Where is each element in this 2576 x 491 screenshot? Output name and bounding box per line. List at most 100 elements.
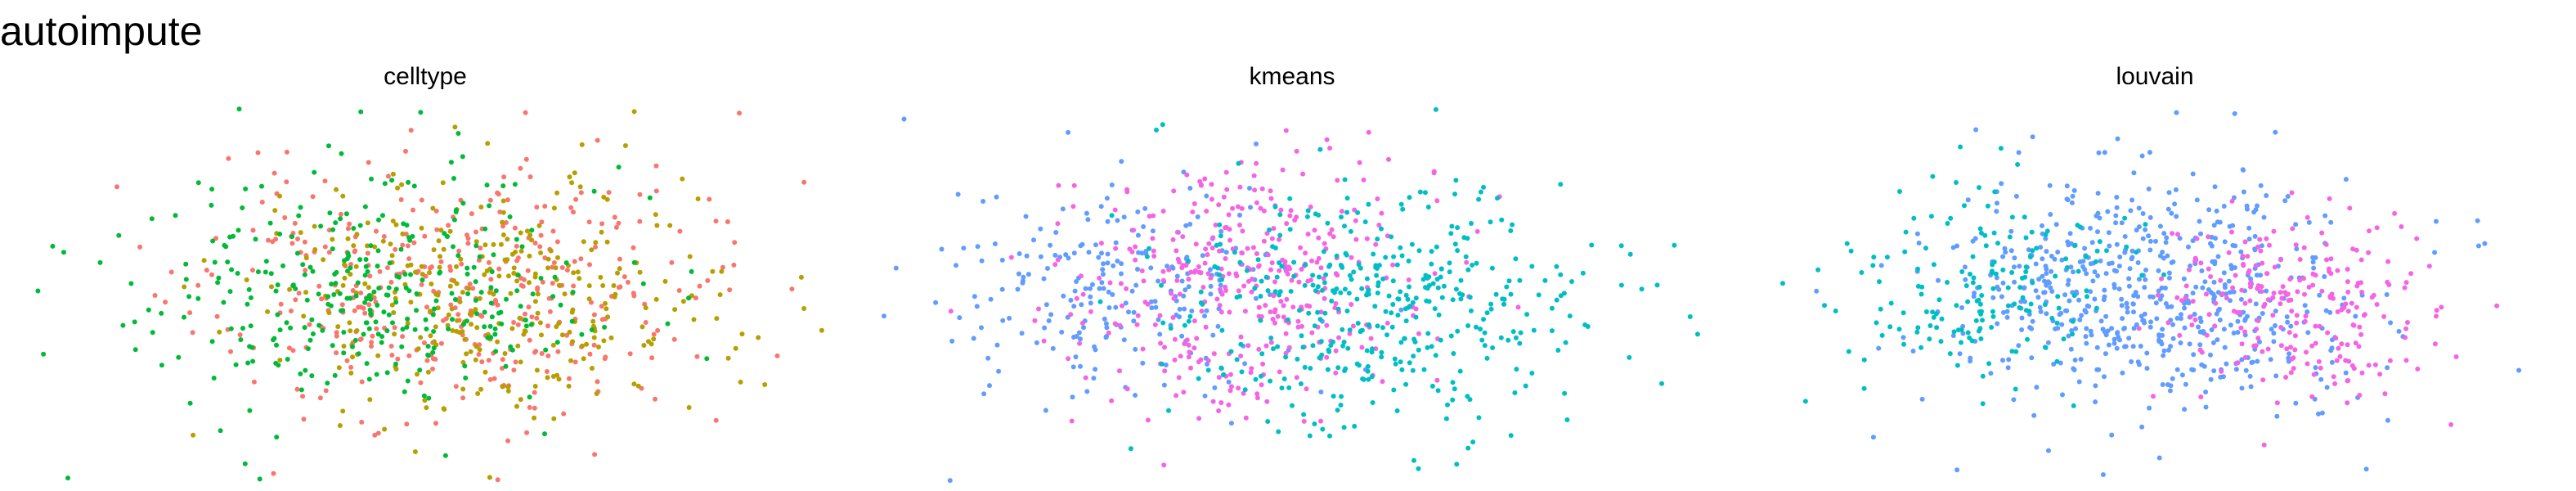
data-point: [2228, 322, 2233, 328]
data-point: [2057, 312, 2062, 318]
data-point: [1936, 297, 1942, 303]
data-point: [1451, 351, 1456, 356]
data-point: [1335, 178, 1340, 183]
data-point: [447, 283, 453, 289]
data-point: [385, 173, 391, 179]
data-point: [390, 320, 395, 326]
data-point: [1901, 310, 1906, 316]
data-point: [340, 308, 346, 313]
data-point: [2112, 336, 2117, 342]
data-point: [1101, 261, 1106, 267]
data-point: [2258, 273, 2264, 278]
data-point: [994, 342, 1000, 348]
data-point: [1193, 241, 1199, 247]
data-point: [2055, 250, 2061, 255]
data-point: [2273, 309, 2278, 314]
data-point: [539, 351, 545, 356]
data-point: [1876, 345, 1882, 351]
data-point: [1150, 236, 1156, 241]
data-point: [284, 320, 289, 326]
panel-kmeans: kmeans: [867, 57, 1717, 491]
data-point: [2218, 374, 2224, 380]
data-point: [947, 478, 953, 484]
data-point: [553, 265, 559, 271]
data-point: [1320, 426, 1326, 432]
data-point: [1879, 332, 1885, 338]
data-point: [1016, 271, 1021, 277]
data-point: [1210, 235, 1216, 241]
data-point: [2325, 330, 2331, 336]
data-point: [2106, 342, 2112, 348]
data-point: [1470, 439, 1476, 445]
data-point: [1618, 243, 1624, 249]
data-point: [2291, 355, 2296, 361]
data-point: [562, 291, 568, 297]
data-point: [2047, 182, 2053, 188]
data-point: [277, 358, 283, 363]
data-point: [2038, 245, 2044, 250]
data-point: [2174, 214, 2179, 219]
data-point: [1139, 250, 1145, 256]
data-point: [819, 327, 824, 333]
data-point: [1192, 318, 1197, 324]
data-point: [2177, 332, 2183, 338]
data-point: [1999, 181, 2004, 187]
data-point: [159, 363, 164, 368]
data-point: [389, 253, 395, 259]
data-point: [1454, 462, 1460, 467]
data-point: [2114, 205, 2120, 210]
data-point: [1156, 317, 1161, 322]
data-point: [1254, 251, 1259, 256]
data-point: [2363, 466, 2369, 472]
data-point: [2249, 360, 2255, 365]
data-point: [1278, 299, 1284, 304]
data-point: [255, 150, 261, 155]
data-point: [529, 227, 535, 233]
data-point: [933, 300, 939, 305]
data-point: [515, 322, 521, 327]
data-point: [2056, 305, 2062, 311]
data-point: [1510, 222, 1515, 227]
data-point: [2212, 294, 2217, 300]
data-point: [1301, 412, 1307, 417]
data-point: [277, 327, 283, 333]
data-point: [2268, 357, 2273, 363]
data-point: [1194, 336, 1200, 341]
data-point: [1934, 325, 1940, 331]
data-point: [1189, 309, 1195, 313]
data-point: [2385, 417, 2390, 423]
data-point: [2242, 329, 2248, 335]
data-point: [1250, 245, 1256, 250]
data-point: [1074, 334, 1079, 339]
data-point: [1093, 347, 1098, 353]
data-point: [606, 190, 612, 196]
data-point: [2304, 214, 2310, 220]
data-point: [1263, 303, 1268, 309]
data-point: [1976, 328, 1981, 334]
data-point: [1236, 204, 1241, 209]
data-point: [999, 286, 1005, 292]
data-point: [1488, 306, 1494, 312]
data-point: [2224, 295, 2229, 301]
data-point: [1170, 315, 1176, 320]
data-point: [1177, 306, 1183, 312]
data-point: [1919, 396, 1925, 402]
data-point: [1463, 254, 1469, 259]
data-point: [2116, 335, 2121, 340]
data-point: [1390, 262, 1396, 268]
data-point: [1260, 361, 1266, 367]
data-point: [2188, 264, 2193, 268]
data-point: [537, 320, 543, 326]
data-point: [1501, 301, 1506, 307]
data-point: [1484, 310, 1490, 316]
data-point: [2305, 330, 2311, 336]
data-point: [2116, 286, 2122, 292]
data-point: [725, 219, 730, 224]
data-point: [2318, 365, 2323, 371]
data-point: [1159, 361, 1165, 367]
data-point: [1140, 346, 1146, 352]
data-point: [2114, 268, 2119, 274]
data-point: [500, 357, 505, 363]
data-point: [486, 358, 491, 363]
data-point: [1558, 293, 1564, 299]
